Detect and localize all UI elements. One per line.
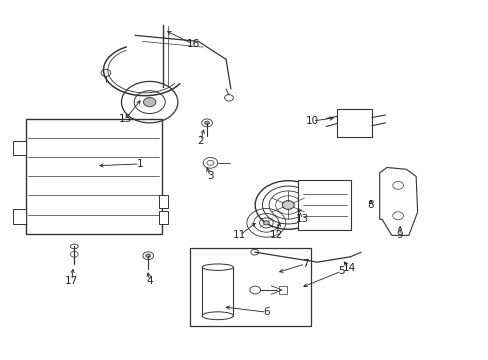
Bar <box>202 267 233 316</box>
Bar <box>159 211 168 224</box>
Circle shape <box>392 181 403 189</box>
Bar <box>190 248 310 326</box>
Text: 9: 9 <box>396 230 403 240</box>
Circle shape <box>263 221 269 225</box>
Circle shape <box>143 98 156 107</box>
Text: 12: 12 <box>269 230 282 240</box>
Text: 13: 13 <box>296 214 309 224</box>
Text: 2: 2 <box>197 136 203 146</box>
Bar <box>336 109 371 137</box>
Text: 15: 15 <box>119 114 132 124</box>
Text: 14: 14 <box>342 262 355 273</box>
Circle shape <box>204 121 209 125</box>
Bar <box>26 119 162 234</box>
Ellipse shape <box>202 312 233 320</box>
Polygon shape <box>379 167 417 235</box>
Text: 7: 7 <box>302 259 308 269</box>
Bar <box>13 141 26 155</box>
Circle shape <box>392 212 403 220</box>
Text: 8: 8 <box>367 200 373 210</box>
Text: 1: 1 <box>136 159 143 169</box>
Text: 10: 10 <box>305 116 319 126</box>
Text: 5: 5 <box>338 266 345 276</box>
Ellipse shape <box>202 264 233 270</box>
Text: 4: 4 <box>146 276 153 286</box>
Bar <box>278 287 287 294</box>
Text: 16: 16 <box>186 39 200 49</box>
Bar <box>13 209 26 224</box>
Text: 3: 3 <box>207 171 213 181</box>
Text: 6: 6 <box>263 307 269 317</box>
Bar <box>159 195 168 208</box>
Text: 17: 17 <box>65 276 79 286</box>
Bar <box>297 180 351 230</box>
Circle shape <box>282 201 294 210</box>
Text: 11: 11 <box>233 230 246 240</box>
Circle shape <box>145 254 150 257</box>
